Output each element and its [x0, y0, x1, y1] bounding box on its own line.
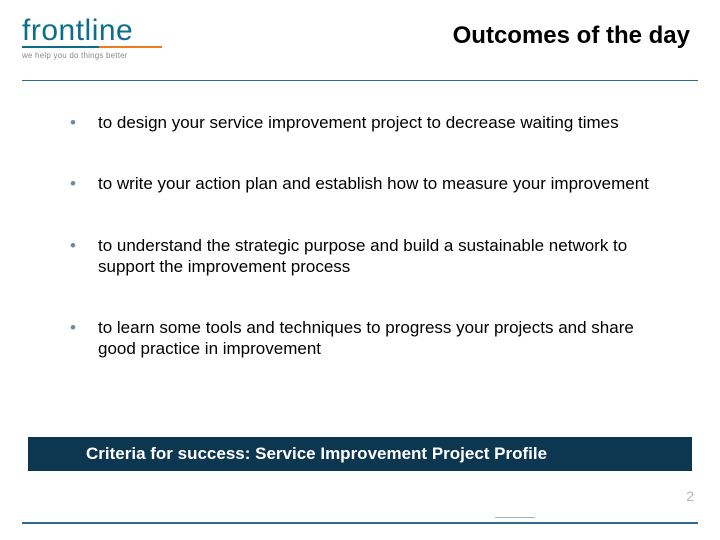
logo-word: frontline: [22, 14, 162, 48]
criteria-bar: Criteria for success: Service Improvemen…: [28, 437, 692, 471]
criteria-bar-text: Criteria for success: Service Improvemen…: [28, 444, 547, 464]
list-item: to write your action plan and establish …: [70, 173, 660, 194]
list-item: to understand the strategic purpose and …: [70, 235, 660, 278]
list-item: to learn some tools and techniques to pr…: [70, 317, 660, 360]
bottom-dash: [495, 517, 535, 518]
slide: frontline we help you do things better O…: [0, 0, 720, 540]
logo-tagline: we help you do things better: [22, 51, 162, 60]
list-item: to design your service improvement proje…: [70, 112, 660, 133]
logo: frontline we help you do things better: [22, 14, 162, 60]
bullet-text: to design your service improvement proje…: [98, 113, 619, 132]
bullet-text: to write your action plan and establish …: [98, 174, 649, 193]
divider-top: [22, 80, 698, 81]
bottom-rule: [22, 522, 698, 524]
bullet-text: to learn some tools and techniques to pr…: [98, 318, 634, 358]
bullet-text: to understand the strategic purpose and …: [98, 236, 627, 276]
page-title: Outcomes of the day: [453, 22, 690, 50]
bullet-list: to design your service improvement proje…: [70, 112, 660, 400]
page-number: 2: [686, 488, 694, 504]
